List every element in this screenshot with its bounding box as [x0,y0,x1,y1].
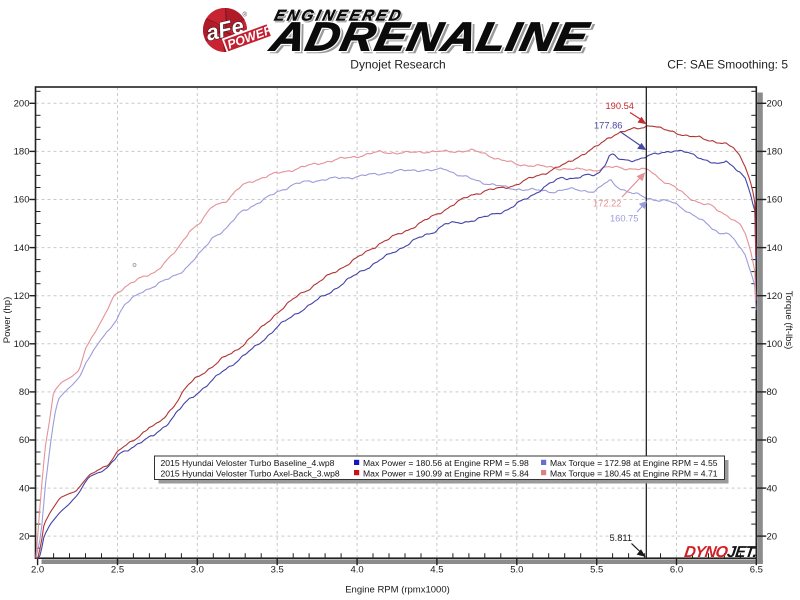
svg-text:ENGINEERED: ENGINEERED [274,9,407,26]
svg-text:180: 180 [14,147,30,158]
svg-text:ENGINEERED: ENGINEERED [273,8,406,25]
svg-text:160.75: 160.75 [610,214,638,224]
svg-text:CF: SAE Smoothing: 5: CF: SAE Smoothing: 5 [667,58,788,72]
svg-text:Max Torque = 172.98 at Engine: Max Torque = 172.98 at Engine RPM = 4.55 [550,458,718,468]
svg-text:80: 80 [19,387,30,398]
svg-text:180: 180 [767,147,783,158]
svg-text:60: 60 [767,435,778,446]
svg-text:ADRENALINE: ADRENALINE [266,15,593,60]
svg-text:177.86: 177.86 [594,121,622,131]
svg-text:20: 20 [19,531,30,542]
svg-text:Dynojet Research: Dynojet Research [350,58,445,72]
svg-text:2.5: 2.5 [111,565,124,576]
svg-text:Max Torque = 180.45 at Engine: Max Torque = 180.45 at Engine RPM = 4.71 [550,468,718,478]
svg-text:ADRENALINE: ADRENALINE [269,17,596,60]
svg-text:140: 140 [767,243,783,254]
svg-text:190.54: 190.54 [606,101,634,111]
svg-text:3.5: 3.5 [271,565,284,576]
svg-text:DYNOJET.: DYNOJET. [683,544,758,561]
svg-text:60: 60 [19,435,30,446]
svg-text:ENGINEERED: ENGINEERED [273,8,406,25]
svg-text:200: 200 [14,99,30,110]
svg-text:100: 100 [14,339,30,350]
svg-text:2.0: 2.0 [31,565,44,576]
svg-text:160: 160 [14,195,30,206]
svg-text:160: 160 [767,195,783,206]
svg-text:120: 120 [14,291,30,302]
svg-text:200: 200 [767,99,783,110]
svg-text:6.0: 6.0 [670,565,683,576]
svg-text:140: 140 [14,243,30,254]
svg-text:Power (hp): Power (hp) [2,297,13,343]
svg-text:®: ® [243,12,248,19]
svg-text:120: 120 [767,291,783,302]
svg-text:2015 Hyundai Veloster Turbo Ba: 2015 Hyundai Veloster Turbo Baseline_4.w… [161,458,335,468]
svg-text:ADRENALINE: ADRENALINE [266,15,593,60]
svg-text:5.5: 5.5 [590,565,603,576]
svg-text:80: 80 [767,387,778,398]
svg-text:Max Power = 190.99 at Engine R: Max Power = 190.99 at Engine RPM = 5.84 [363,468,529,478]
svg-text:5.811: 5.811 [610,533,633,543]
svg-text:4.0: 4.0 [350,565,363,576]
svg-text:40: 40 [19,483,30,494]
svg-text:Max Power = 180.56 at Engine R: Max Power = 180.56 at Engine RPM = 5.98 [363,458,529,468]
svg-text:100: 100 [767,339,783,350]
svg-text:Engine RPM (rpmx1000): Engine RPM (rpmx1000) [345,585,450,596]
svg-text:3.0: 3.0 [191,565,204,576]
svg-text:40: 40 [767,483,778,494]
svg-text:Torque (ft-lbs): Torque (ft-lbs) [783,291,794,350]
svg-text:20: 20 [767,531,778,542]
svg-text:6.5: 6.5 [750,565,763,576]
svg-text:172.22: 172.22 [593,199,621,209]
svg-text:2015 Hyundai Veloster Turbo Ax: 2015 Hyundai Veloster Turbo Axel-Back_3.… [161,468,340,478]
svg-text:4.5: 4.5 [430,565,443,576]
svg-text:5.0: 5.0 [510,565,523,576]
